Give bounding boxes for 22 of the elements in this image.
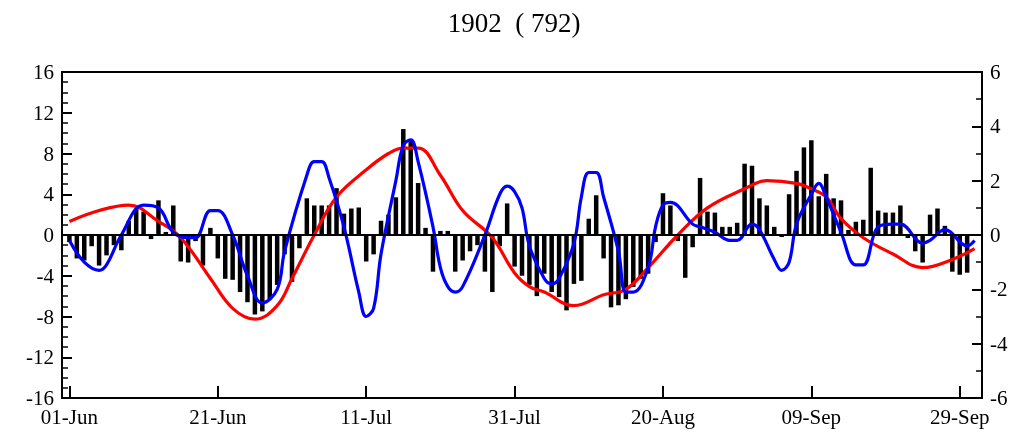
x-tick-label: 31-Jul (488, 404, 541, 429)
x-tick-label: 21-Jun (189, 404, 247, 429)
y2-tick-label: 6 (990, 60, 1001, 84)
y2-tick-label: -2 (990, 277, 1008, 302)
y2-tick-label: 2 (990, 168, 1001, 193)
x-tick-label: 20-Aug (630, 404, 696, 429)
y-tick-label: 12 (33, 100, 54, 125)
y2-tick-label: 4 (990, 114, 1001, 139)
y2-tick-label: -6 (990, 386, 1008, 410)
x-tick-label: 29-Sep (929, 404, 990, 429)
y-tick-label: -8 (36, 304, 54, 329)
x-tick-label: 09-Sep (781, 404, 842, 429)
y-tick-label: -4 (36, 263, 55, 288)
y-tick-label: 16 (33, 60, 54, 84)
y2-tick-label: 0 (990, 223, 1001, 247)
y-tick-label: 4 (43, 182, 55, 207)
y-tick-label: 0 (43, 223, 54, 247)
y-tick-label: -12 (26, 345, 54, 370)
y2-tick-label: -4 (990, 331, 1008, 356)
x-tick-label: 11-Jul (340, 404, 393, 429)
chart-title: 1902 ( 792) (447, 7, 581, 38)
y-tick-label: 8 (43, 141, 54, 166)
